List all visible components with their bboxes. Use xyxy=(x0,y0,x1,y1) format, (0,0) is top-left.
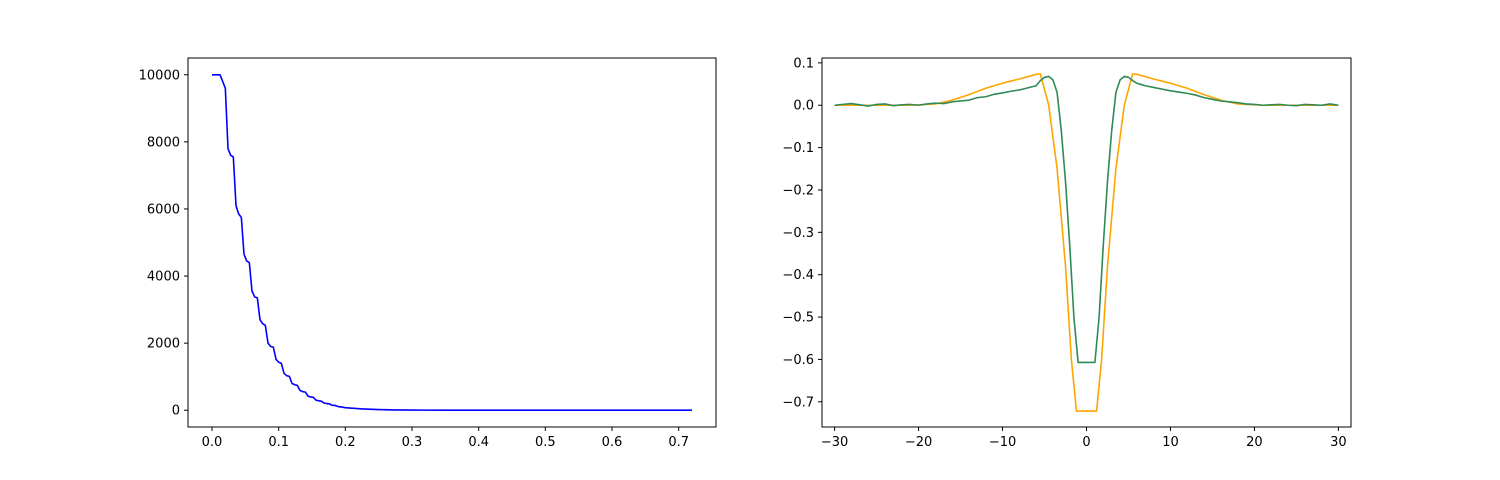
chart2-y-tick-label: −0.1 xyxy=(782,141,814,156)
chart2-y-tick-label: −0.5 xyxy=(782,311,814,326)
chart2-y-tick-label: −0.2 xyxy=(782,183,814,198)
chart2-x-tick-label: 10 xyxy=(1162,435,1179,450)
chart1-y-tick-label: 4000 xyxy=(147,270,180,285)
chart1-x-tick-label: 0.2 xyxy=(335,435,356,450)
chart2-series-line-2 xyxy=(834,75,1339,364)
chart1-x-tick-label: 0.1 xyxy=(268,435,289,450)
chart2-y-tick-label: −0.4 xyxy=(782,268,814,283)
chart2-y-tick-label: 0.0 xyxy=(793,99,814,114)
right-chart-axes: −30 −20 −10 0 10 20 30 −0.7 −0.6 −0.5 −0.4 −0.3 −0.2… xyxy=(782,56,1352,450)
chart2-y-tick-label: 0.1 xyxy=(793,56,814,71)
chart1-axes-frame xyxy=(187,57,717,428)
chart1-x-tick-label: 0.7 xyxy=(668,435,689,450)
chart1-y-tick-label: 10000 xyxy=(139,68,180,83)
chart1-y-tick-label: 8000 xyxy=(147,135,180,150)
chart1-series-line-1 xyxy=(212,73,692,412)
chart2-x-tick-label: −20 xyxy=(905,435,932,450)
chart2-x-tick-label: 0 xyxy=(1082,435,1090,450)
chart2-y-tick-label: −0.7 xyxy=(782,395,814,410)
left-chart-axes: 0.0 0.1 0.2 0.3 0.4 0.5 0.6 0.7 0 2000 4000 6000 800… xyxy=(139,57,717,450)
chart2-x-tick-label: 30 xyxy=(1330,435,1347,450)
chart1-y-tick-label: 2000 xyxy=(147,337,180,352)
chart1-x-tick-label: 0.4 xyxy=(468,435,489,450)
chart2-x-tick-label: −10 xyxy=(989,435,1016,450)
chart2-y-tick-label: −0.3 xyxy=(782,226,814,241)
chart2-x-tick-label: 20 xyxy=(1246,435,1263,450)
chart1-y-tick-label: 6000 xyxy=(147,202,180,217)
chart1-x-tick-label: 0.6 xyxy=(602,435,623,450)
chart2-series-line-1 xyxy=(834,73,1339,412)
chart1-x-tick-label: 0.5 xyxy=(535,435,556,450)
chart1-x-tick-label: 0.0 xyxy=(202,435,223,450)
chart2-y-tick-label: −0.6 xyxy=(782,353,814,368)
chart2-x-tick-label: −30 xyxy=(821,435,848,450)
chart1-y-tick-label: 0 xyxy=(172,404,180,419)
chart1-x-tick-label: 0.3 xyxy=(402,435,423,450)
